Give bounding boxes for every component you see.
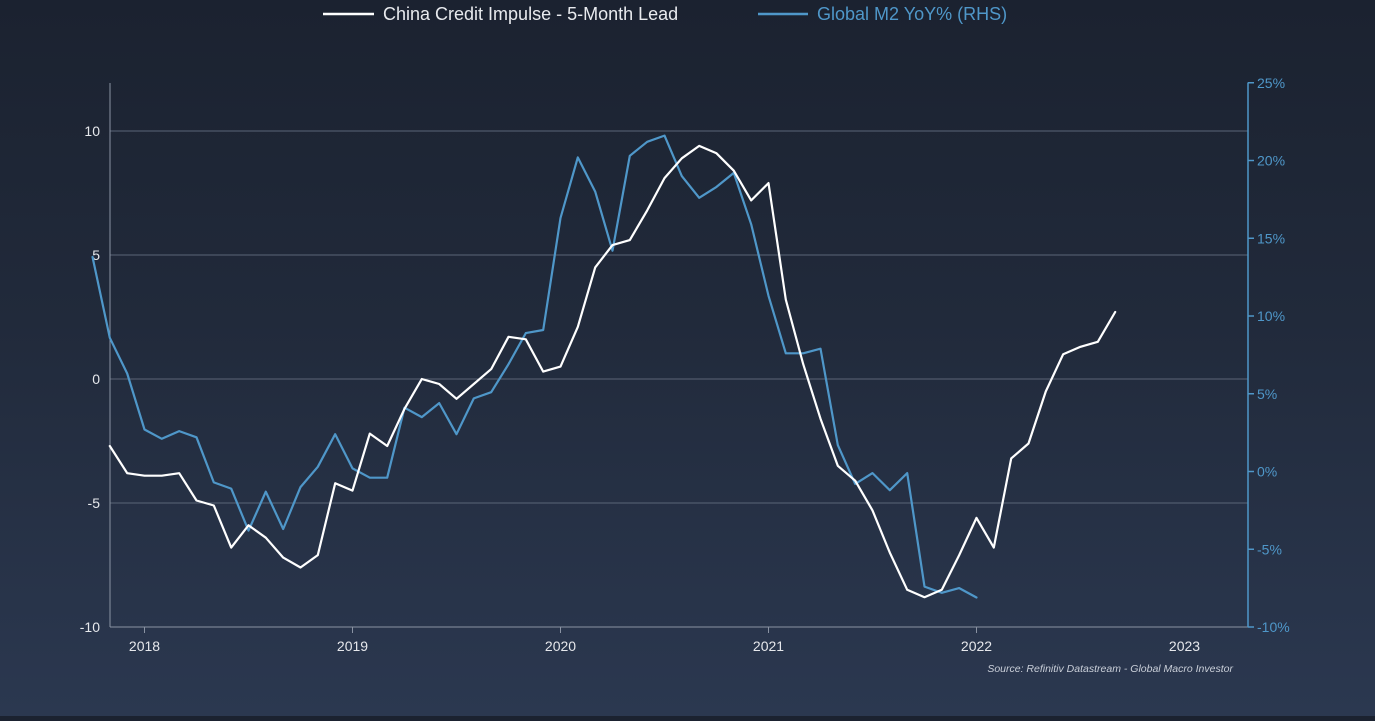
legend-label-china-credit-impulse: China Credit Impulse - 5-Month Lead [383, 4, 678, 24]
x-tick-label: 2019 [337, 638, 368, 654]
right-tick-label: 20% [1257, 153, 1285, 169]
x-tick-label: 2021 [753, 638, 784, 654]
series-lines [91, 134, 1117, 599]
right-tick-label: 15% [1257, 230, 1285, 246]
source-note: Source: Refinitiv Datastream - Global Ma… [987, 663, 1233, 675]
left-tick-label: 10 [84, 123, 100, 139]
left-tick-label: 5 [92, 247, 100, 263]
left-tick-label: -5 [88, 495, 101, 511]
left-tick-label: -10 [80, 619, 100, 635]
series-line-global-m2 [91, 134, 978, 599]
right-tick-label: 0% [1257, 464, 1277, 480]
left-axis-ticks: 10 5 0 -5 -10 [80, 123, 100, 635]
x-tick-label: 2022 [961, 638, 992, 654]
left-tick-label: 0 [92, 371, 100, 387]
axes [109, 82, 1249, 628]
legend-label-global-m2: Global M2 YoY% (RHS) [817, 4, 1007, 24]
right-tick-label: -5% [1257, 541, 1282, 557]
right-tick-label: 5% [1257, 386, 1277, 402]
gridlines [110, 130, 1248, 504]
right-tick-label: 10% [1257, 308, 1285, 324]
series-line-china-credit-impulse [108, 144, 1117, 599]
x-tick-label: 2023 [1169, 638, 1200, 654]
x-axis-ticks: 2018 2019 2020 2021 2022 2023 [129, 627, 1200, 654]
right-axis-ticks: 25% 20% 15% 10% 5% 0% -5% -10% [1248, 75, 1290, 635]
right-tick-label: -10% [1257, 619, 1290, 635]
x-tick-label: 2020 [545, 638, 576, 654]
legend: China Credit Impulse - 5-Month Lead Glob… [323, 4, 1007, 24]
right-tick-label: 25% [1257, 75, 1285, 91]
x-tick-label: 2018 [129, 638, 160, 654]
